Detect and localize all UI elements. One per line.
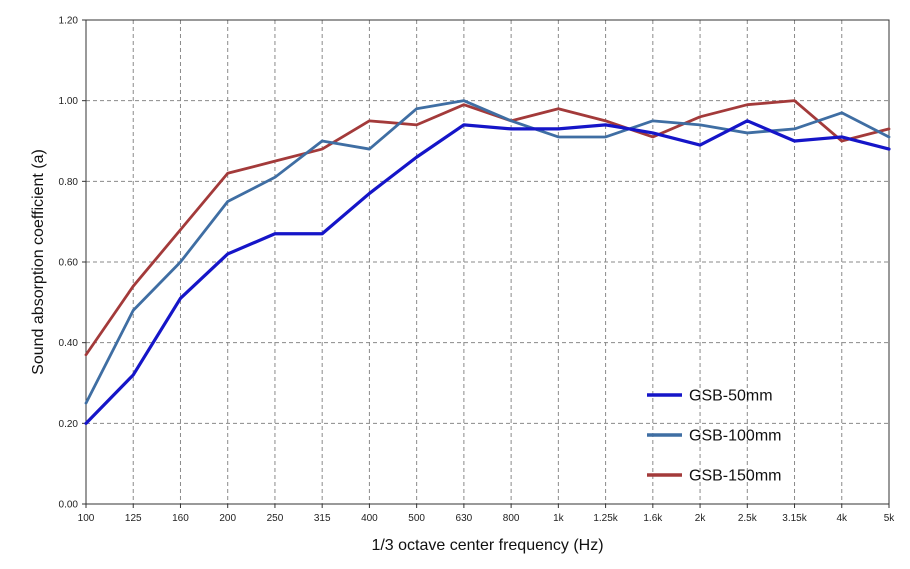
x-tick-label: 200 xyxy=(219,513,236,524)
y-tick-label: 0.80 xyxy=(59,177,79,188)
x-tick-label: 250 xyxy=(267,513,284,524)
x-tick-label: 315 xyxy=(314,513,331,524)
y-tick-label: 1.20 xyxy=(59,16,79,27)
x-tick-label: 3.15k xyxy=(782,513,807,524)
x-tick-label: 1.6k xyxy=(643,513,663,524)
y-tick-labels: 0.00 0.20 0.40 0.60 0.80 1.00 1.20 xyxy=(59,16,86,511)
series-line-gsb-100mm xyxy=(84,99,891,405)
series-line-gsb-150mm xyxy=(84,99,891,357)
x-tick-label: 500 xyxy=(408,513,425,524)
legend: GSB-50mm GSB-100mm GSB-150mm xyxy=(647,388,781,485)
x-tick-label: 1.25k xyxy=(593,513,618,524)
x-tick-label: 100 xyxy=(78,513,95,524)
y-axis-label: Sound absorption coefficient (a) xyxy=(30,149,47,375)
legend-label: GSB-150mm xyxy=(689,468,781,485)
y-tick-label: 1.00 xyxy=(59,96,79,107)
x-tick-label: 1k xyxy=(553,513,565,524)
x-tick-label: 5k xyxy=(884,513,896,524)
x-tick-label: 800 xyxy=(503,513,520,524)
x-tick-label: 4k xyxy=(836,513,848,524)
series-lines xyxy=(84,99,891,425)
series-line-gsb-50mm xyxy=(84,119,891,425)
x-tick-label: 2.5k xyxy=(738,513,758,524)
x-axis-label: 1/3 octave center frequency (Hz) xyxy=(371,537,603,554)
legend-label: GSB-50mm xyxy=(689,388,773,405)
x-tick-label: 400 xyxy=(361,513,378,524)
x-tick-label: 2k xyxy=(695,513,707,524)
y-tick-label: 0.60 xyxy=(59,258,79,269)
legend-label: GSB-100mm xyxy=(689,428,781,445)
x-tick-label: 160 xyxy=(172,513,189,524)
x-tick-labels: 100 125 160 200 250 315 400 500 630 800 1k 1.25k 1.6… xyxy=(78,504,896,524)
y-tick-label: 0.40 xyxy=(59,338,79,349)
x-tick-label: 630 xyxy=(456,513,473,524)
y-tick-label: 0.20 xyxy=(59,419,79,430)
x-tick-label: 125 xyxy=(125,513,142,524)
y-tick-label: 0.00 xyxy=(59,500,79,511)
